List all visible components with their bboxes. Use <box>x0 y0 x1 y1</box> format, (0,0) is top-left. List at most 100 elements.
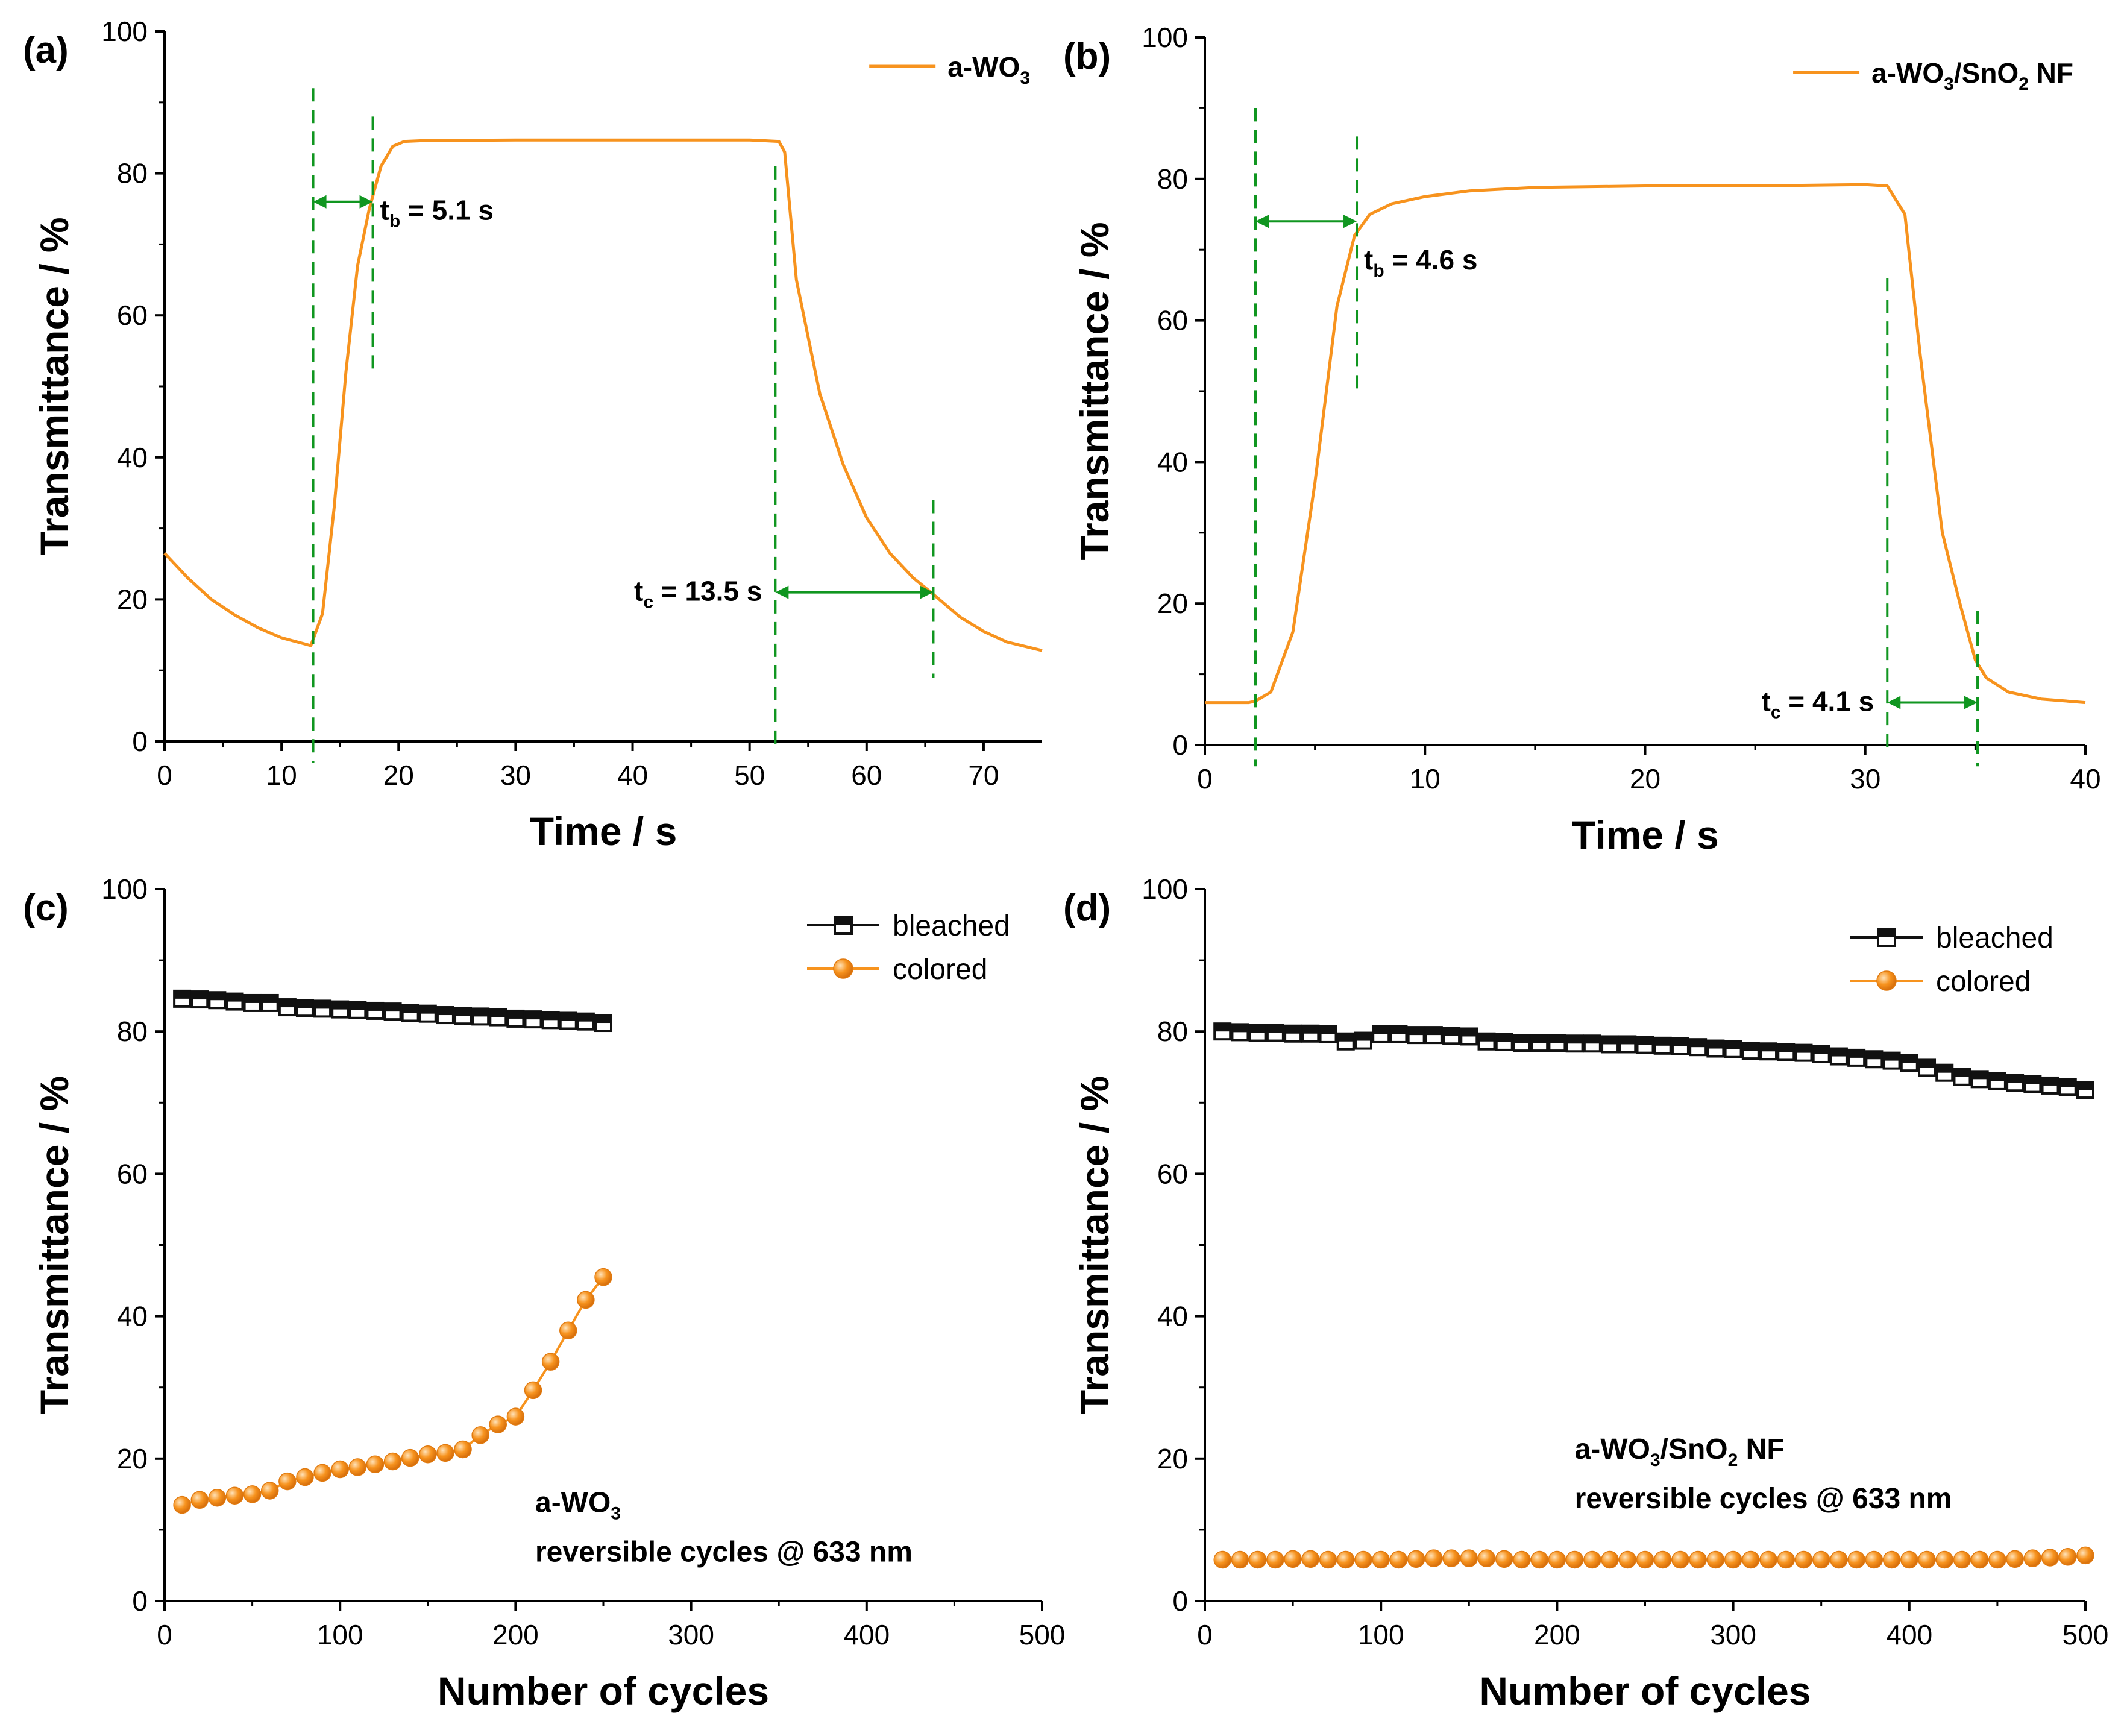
colored-point <box>1671 1550 1689 1569</box>
colored-point <box>1830 1550 1848 1569</box>
panel-b: 0 10 20 30 40 0 20 40 60 80 100 Time / s Transmittan… <box>1063 22 2101 857</box>
bleached-point <box>1336 1032 1355 1051</box>
legend-marker-colored <box>833 958 853 979</box>
y-tick-label: 20 <box>1157 588 1188 619</box>
bleached-point <box>1988 1072 2006 1090</box>
y-tick-label: 40 <box>117 442 148 473</box>
y-tick-label: 60 <box>117 300 148 331</box>
bleached-point <box>208 991 227 1010</box>
bleached-point <box>1407 1026 1425 1045</box>
colored-point <box>1389 1550 1408 1569</box>
bleached-point <box>366 1001 385 1020</box>
bleached-point <box>1284 1024 1302 1043</box>
marker-fill <box>455 1008 471 1016</box>
colored-point <box>1988 1550 2006 1569</box>
marker-fill <box>1373 1026 1389 1034</box>
colored-point <box>1865 1550 1884 1569</box>
colored-point <box>2059 1548 2077 1566</box>
panel-label: (d) <box>1063 887 1111 929</box>
timing-annotation: tb = 5.1 s <box>380 195 494 231</box>
marker-fill <box>1778 1044 1794 1052</box>
sample-note-name: a-WO3/SnO2 NF <box>1575 1433 1785 1470</box>
marker-fill <box>2042 1077 2058 1086</box>
x-axis-title: Number of cycles <box>1479 1668 1811 1713</box>
panel-label: (c) <box>23 887 69 929</box>
span-arrow-head-right <box>920 585 934 599</box>
y-tick-label: 60 <box>1157 305 1188 336</box>
colored-point <box>1689 1550 1707 1569</box>
bleached-point <box>1689 1038 1708 1057</box>
bleached-point <box>1618 1035 1637 1054</box>
marker-fill <box>1954 1069 1970 1077</box>
x-tick-label: 60 <box>851 760 882 791</box>
marker-fill <box>595 1015 611 1024</box>
bleached-point <box>1389 1025 1408 1043</box>
colored-point <box>594 1268 612 1286</box>
bleached-point <box>1530 1034 1549 1052</box>
bleached-point <box>383 1002 402 1021</box>
marker-fill <box>1919 1060 1935 1068</box>
marker-fill <box>1901 1055 1917 1063</box>
colored-point <box>278 1472 297 1491</box>
colored-point <box>1407 1550 1425 1568</box>
x-tick-label: 10 <box>266 760 297 791</box>
colored-point <box>1618 1550 1637 1569</box>
y-tick-label: 80 <box>1157 163 1188 195</box>
colored-point <box>1442 1549 1460 1567</box>
sample-note-conditions: reversible cycles @ 633 nm <box>535 1536 913 1568</box>
colored-point <box>1477 1549 1496 1567</box>
x-tick-label: 30 <box>500 760 531 791</box>
colored-point <box>1248 1550 1267 1569</box>
y-tick-label: 20 <box>1157 1443 1188 1474</box>
panel-label: (a) <box>23 30 69 71</box>
colored-point <box>559 1321 577 1339</box>
marker-fill <box>1425 1027 1442 1036</box>
marker-fill <box>1989 1073 2005 1081</box>
colored-point <box>1953 1550 1971 1569</box>
colored-point <box>489 1415 507 1433</box>
x-tick-label: 20 <box>1630 763 1660 794</box>
span-arrow-head-left <box>1887 696 1901 709</box>
colored-point <box>1530 1550 1548 1569</box>
marker-fill <box>1390 1026 1407 1034</box>
colored-point <box>1425 1549 1443 1567</box>
span-arrow-head-left <box>775 585 789 599</box>
marker-fill <box>542 1012 559 1021</box>
bleached-point <box>454 1007 473 1025</box>
bleached-point <box>1354 1031 1372 1050</box>
marker-fill <box>525 1011 541 1020</box>
y-tick-label: 80 <box>117 1016 148 1047</box>
marker-fill <box>1672 1039 1688 1047</box>
marker-fill <box>473 1008 489 1017</box>
bleached-point <box>1759 1042 1778 1061</box>
bleached-point <box>471 1007 490 1026</box>
bleached-point <box>331 1000 350 1019</box>
marker-fill <box>1602 1036 1618 1045</box>
colored-point <box>1935 1550 1953 1569</box>
marker-fill <box>1830 1048 1847 1057</box>
colored-point <box>1742 1550 1760 1569</box>
bleached-point <box>1301 1024 1320 1043</box>
colored-point <box>436 1444 454 1462</box>
bleached-point <box>541 1011 560 1030</box>
span-arrow-head-right <box>359 195 373 209</box>
colored-point <box>1794 1550 1813 1569</box>
colored-point <box>366 1455 385 1473</box>
bleached-point <box>1231 1023 1249 1042</box>
y-tick-label: 0 <box>132 1585 148 1617</box>
marker-fill <box>1654 1037 1671 1046</box>
marker-fill <box>1725 1041 1741 1049</box>
bleached-point <box>1653 1036 1672 1055</box>
timing-annotation: tb = 4.6 s <box>1364 244 1477 281</box>
bleached-point <box>2006 1074 2025 1092</box>
bleached-point <box>1935 1063 1954 1082</box>
bleached-point <box>1706 1039 1725 1058</box>
colored-point <box>383 1452 402 1471</box>
panel-label: (b) <box>1063 36 1111 77</box>
marker-fill <box>279 999 295 1008</box>
bleached-point <box>2076 1081 2094 1099</box>
series-line <box>1205 183 2086 705</box>
marker-fill <box>192 992 208 1000</box>
bleached-point <box>2023 1075 2042 1093</box>
colored-point <box>1918 1550 1936 1569</box>
